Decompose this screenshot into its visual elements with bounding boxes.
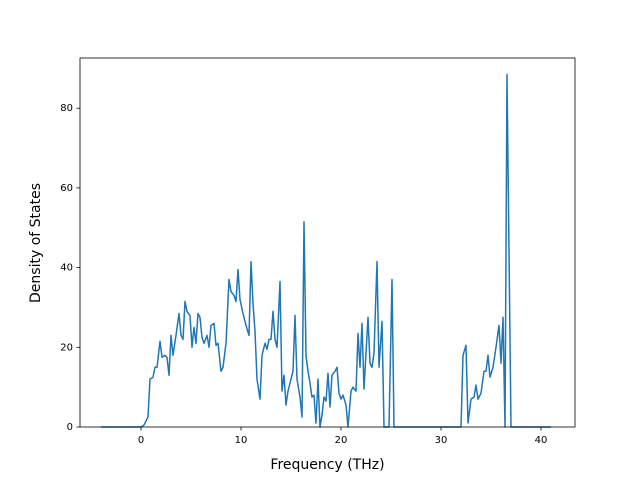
x-tick-label: 0 <box>138 435 144 446</box>
x-axis-label: Frequency (THz) <box>270 457 384 473</box>
plot-frame <box>79 57 576 428</box>
y-axis-label: Density of States <box>28 183 44 303</box>
x-tick-label: 10 <box>235 435 248 446</box>
y-tick-label: 80 <box>60 103 73 114</box>
y-tick-label: 60 <box>60 183 73 194</box>
x-tick-label: 40 <box>535 435 548 446</box>
y-tick-label: 20 <box>60 342 73 353</box>
y-tick-label: 0 <box>67 422 73 433</box>
y-tick-label: 40 <box>60 263 73 274</box>
x-tick-label: 30 <box>435 435 448 446</box>
x-tick-label: 20 <box>335 435 348 446</box>
data-line <box>101 73 551 428</box>
